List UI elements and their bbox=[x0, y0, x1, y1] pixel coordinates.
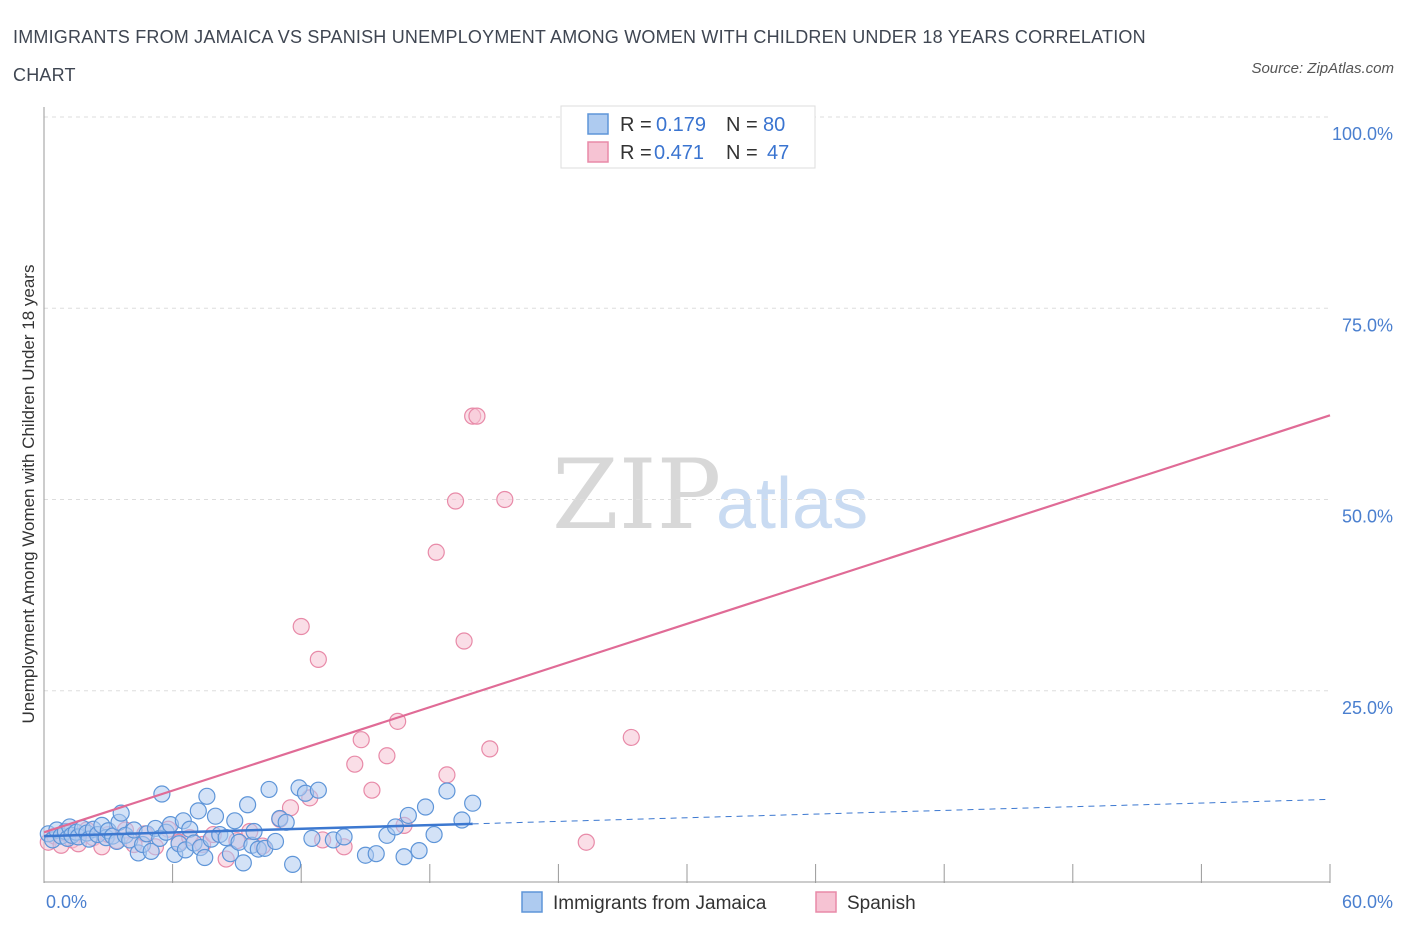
chart-title: IMMIGRANTS FROM JAMAICA VS SPANISH UNEMP… bbox=[13, 27, 1146, 85]
jamaica-point bbox=[425, 825, 443, 844]
x-tick-labels: 0.0% 60.0% bbox=[46, 892, 1393, 912]
chart-source: Source: ZipAtlas.com bbox=[1251, 60, 1394, 77]
bottom-legend-swatch-jamaica bbox=[521, 891, 543, 913]
jamaica-point bbox=[464, 794, 482, 812]
jamaica-point bbox=[416, 798, 435, 816]
legend-swatch-pink bbox=[587, 141, 609, 163]
jamaica-trend-extension bbox=[472, 798, 1331, 825]
y-axis-label: Unemployment Among Women with Children U… bbox=[19, 265, 38, 724]
jamaica-point bbox=[367, 845, 385, 863]
jamaica-point bbox=[198, 787, 216, 805]
jamaica-point bbox=[410, 842, 428, 860]
legend-n-value-2: 47 bbox=[767, 142, 789, 164]
spanish-point bbox=[468, 407, 486, 425]
trend-lines bbox=[43, 414, 1331, 838]
jamaica-point bbox=[266, 832, 285, 851]
spanish-point bbox=[622, 728, 640, 747]
spanish-point bbox=[352, 731, 370, 749]
y-tick-label: 75.0% bbox=[1342, 315, 1393, 335]
jamaica-point bbox=[303, 829, 321, 847]
legend-r-value-1: 0.179 bbox=[656, 114, 706, 136]
grid-lines bbox=[44, 116, 1330, 692]
spanish-point bbox=[455, 632, 473, 650]
bottom-legend: Immigrants from Jamaica Spanish bbox=[521, 891, 916, 914]
x-tick-label: 0.0% bbox=[46, 892, 87, 912]
spanish-point bbox=[346, 755, 364, 773]
jamaica-point bbox=[438, 782, 456, 800]
x-tick-label: 60.0% bbox=[1342, 892, 1393, 912]
bottom-legend-label-jamaica: Immigrants from Jamaica bbox=[553, 893, 767, 914]
jamaica-point bbox=[309, 781, 327, 799]
y-tick-label: 50.0% bbox=[1342, 507, 1393, 527]
spanish-point bbox=[378, 747, 396, 765]
watermark-zip: ZIP bbox=[552, 439, 721, 551]
axes bbox=[43, 107, 1331, 883]
jamaica-point bbox=[395, 848, 413, 866]
jamaica-point bbox=[142, 842, 160, 861]
legend-r-label-1: R = bbox=[620, 114, 652, 136]
legend-swatch-blue bbox=[587, 113, 609, 135]
jamaica-point bbox=[260, 780, 278, 799]
legend-box: R = 0.179 N = 80 R = 0.471 N = 47 bbox=[560, 105, 816, 169]
watermark-atlas: atlas bbox=[716, 464, 868, 544]
spanish-point bbox=[292, 617, 310, 636]
spanish-point bbox=[427, 543, 445, 561]
jamaica-point bbox=[399, 806, 417, 825]
jamaica-point bbox=[226, 812, 244, 830]
spanish-point bbox=[481, 740, 499, 758]
jamaica-point bbox=[284, 855, 302, 874]
spanish-trend-line bbox=[43, 414, 1331, 834]
data-points bbox=[39, 407, 640, 874]
jamaica-point bbox=[453, 811, 471, 829]
spanish-point bbox=[577, 833, 595, 851]
jamaica-point bbox=[239, 796, 257, 814]
jamaica-point bbox=[335, 828, 353, 846]
spanish-point bbox=[363, 781, 381, 799]
spanish-point bbox=[438, 766, 456, 784]
jamaica-point bbox=[189, 802, 207, 820]
jamaica-point bbox=[196, 848, 214, 867]
spanish-point bbox=[446, 492, 465, 510]
spanish-point bbox=[309, 650, 327, 668]
y-tick-labels: 25.0% 50.0% 75.0% 100.0% bbox=[1332, 124, 1393, 718]
legend-n-label-2: N = bbox=[726, 142, 758, 164]
jamaica-point bbox=[221, 845, 240, 863]
legend-r-value-2: 0.471 bbox=[654, 142, 704, 164]
jamaica-point bbox=[234, 854, 252, 872]
legend-n-label-1: N = bbox=[726, 114, 758, 136]
bottom-legend-label-spanish: Spanish bbox=[847, 893, 916, 914]
spanish-point bbox=[496, 490, 514, 509]
y-tick-label: 100.0% bbox=[1332, 124, 1393, 144]
legend-n-value-1: 80 bbox=[763, 114, 785, 136]
y-tick-label: 25.0% bbox=[1342, 698, 1393, 718]
jamaica-point bbox=[206, 807, 225, 825]
bottom-legend-swatch-spanish bbox=[815, 891, 837, 913]
jamaica-trend-line bbox=[43, 822, 473, 838]
legend-r-label-2: R = bbox=[620, 142, 652, 164]
